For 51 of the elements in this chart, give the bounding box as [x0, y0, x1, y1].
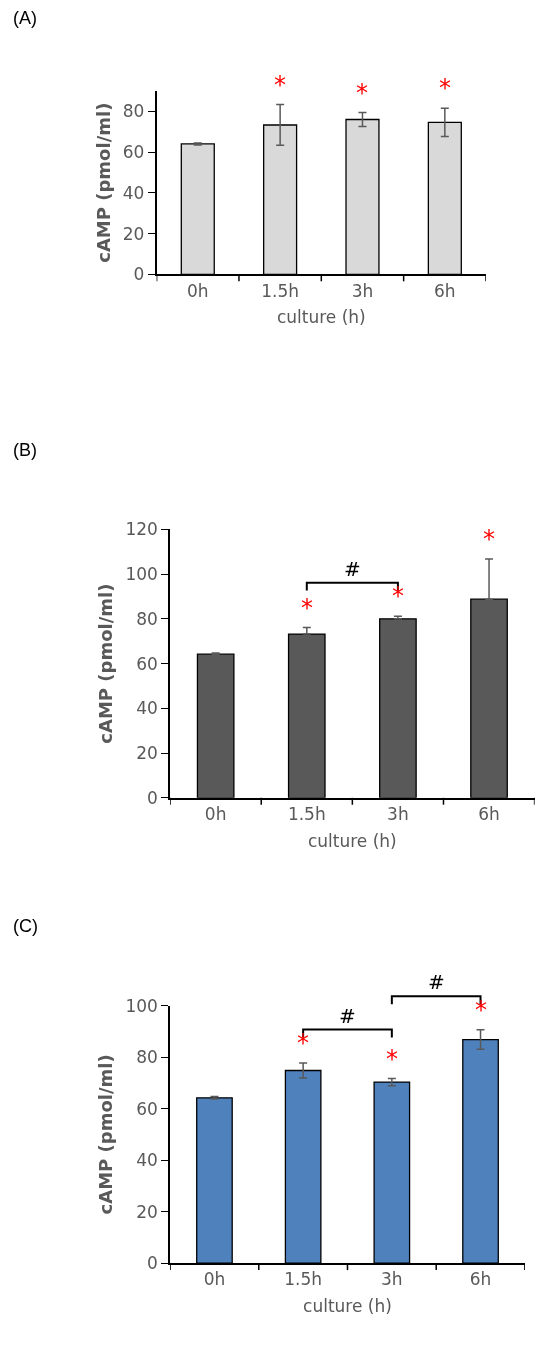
y-tick-label: 0: [147, 1253, 158, 1274]
y-tick-label: 100: [125, 995, 158, 1016]
y-tick-label: 80: [136, 608, 158, 629]
x-tick-label: 0h: [204, 803, 227, 824]
y-tick-label: 60: [122, 142, 145, 163]
x-tick-label: 1.5h: [287, 803, 326, 824]
x-tick-label: 1.5h: [284, 1269, 323, 1290]
y-tick-label: 60: [136, 653, 158, 674]
y-axis-title: cAMP (pmol/ml): [95, 1054, 117, 1215]
chart-title: (C): [13, 916, 38, 936]
x-axis-title: culture (h): [303, 1296, 392, 1317]
annotation: *: [356, 79, 368, 107]
x-tick-label: 6h: [469, 1269, 492, 1290]
annotation: *: [274, 71, 286, 99]
x-axis-title: culture (h): [276, 307, 366, 328]
annotation: *: [475, 996, 487, 1024]
annotation: #: [339, 1004, 356, 1028]
y-tick-label: 20: [136, 743, 158, 764]
y-tick-label: 0: [133, 264, 145, 285]
y-axis-title: cAMP (pmol/ml): [95, 583, 117, 744]
y-tick-label: 80: [136, 1047, 158, 1068]
chart-title: (A): [13, 8, 37, 28]
x-axis-title: culture (h): [307, 830, 397, 851]
y-tick-label: 100: [125, 564, 158, 585]
annotation: *: [297, 1029, 309, 1057]
x-tick-label: 3h: [381, 1269, 403, 1290]
y-axis-title: cAMP (pmol/ml): [92, 102, 114, 263]
x-tick-label: 1.5h: [261, 280, 300, 301]
annotation: *: [301, 594, 313, 622]
y-tick-label: 40: [136, 698, 158, 719]
x-tick-label: 0h: [186, 280, 209, 301]
annotation: *: [392, 582, 404, 610]
x-tick-label: 0h: [203, 1269, 226, 1290]
annotation: *: [483, 525, 495, 553]
y-tick-label: 40: [136, 1150, 158, 1171]
text: #: [428, 970, 445, 994]
x-tick-label: 3h: [351, 280, 374, 301]
annotation: *: [439, 74, 451, 102]
chart-title: (B): [13, 440, 37, 460]
x-tick-label: 6h: [434, 280, 456, 301]
y-tick-label: 20: [122, 223, 145, 244]
y-tick-label: 80: [122, 101, 145, 122]
annotation: *: [386, 1045, 398, 1073]
y-tick-label: 0: [147, 787, 158, 808]
y-tick-label: 60: [136, 1098, 158, 1119]
x-tick-label: 3h: [387, 803, 409, 824]
y-tick-label: 120: [125, 519, 158, 540]
x-tick-label: 6h: [478, 803, 500, 824]
y-tick-label: 40: [122, 182, 145, 203]
y-tick-label: 20: [136, 1201, 158, 1222]
annotation: #: [344, 557, 361, 581]
